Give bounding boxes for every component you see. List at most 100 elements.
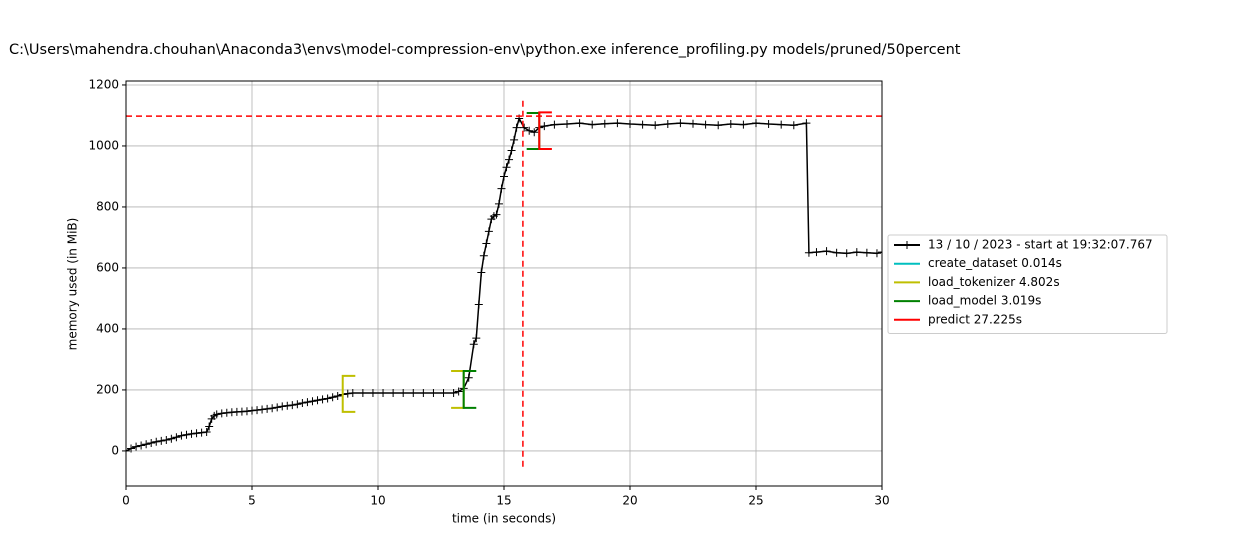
memory-marker — [500, 172, 508, 181]
memory-marker — [852, 248, 861, 257]
memory-marker — [689, 119, 697, 128]
legend-label: create_dataset 0.014s — [928, 256, 1062, 270]
memory-marker — [812, 248, 821, 257]
legend-label: 13 / 10 / 2023 - start at 19:32:07.767 — [928, 238, 1153, 252]
memory-marker — [132, 442, 141, 451]
memory-marker — [832, 248, 841, 257]
x-tick-label: 30 — [874, 494, 889, 508]
x-tick-label: 0 — [122, 494, 130, 508]
function-bracket — [341, 374, 356, 413]
memory-marker — [303, 398, 312, 407]
memory-marker — [588, 120, 597, 129]
memory-marker — [822, 247, 831, 256]
memory-marker — [205, 422, 214, 431]
memory-marker — [192, 429, 201, 438]
memory-marker — [484, 227, 493, 236]
grid — [125, 81, 883, 486]
memory-marker — [472, 334, 481, 343]
legend: 13 / 10 / 2023 - start at 19:32:07.767 cr… — [887, 234, 1168, 334]
memory-marker — [126, 446, 130, 455]
memory-marker — [464, 373, 473, 382]
memory-marker — [242, 407, 251, 416]
memory-marker — [507, 146, 516, 155]
memory-marker — [389, 388, 398, 397]
x-tick-label: 25 — [748, 494, 763, 508]
memory-marker — [217, 409, 226, 418]
memory-marker — [550, 120, 559, 129]
memory-marker — [651, 121, 660, 130]
memory-marker — [197, 428, 206, 437]
memory-marker — [308, 397, 317, 406]
memory-marker — [701, 120, 710, 129]
memory-marker — [202, 428, 211, 437]
memory-marker — [752, 119, 760, 128]
memory-marker — [477, 268, 486, 277]
memory-marker — [479, 251, 488, 260]
memory-marker — [323, 394, 332, 403]
memory-marker — [714, 121, 723, 130]
memory-marker — [842, 249, 851, 258]
memory-marker — [638, 120, 647, 129]
memory-marker — [409, 388, 418, 397]
memory-marker — [142, 440, 151, 449]
memory-marker — [293, 400, 302, 409]
memory-marker — [172, 433, 181, 442]
memory-marker — [263, 404, 272, 413]
legend-marker — [903, 241, 911, 249]
y-axis-label: memory used (in MiB) — [66, 218, 80, 351]
legend-label: predict 27.225s — [928, 312, 1022, 326]
memory-marker — [530, 128, 539, 137]
legend-label: load_tokenizer 4.802s — [928, 275, 1060, 289]
memory-marker — [494, 199, 503, 208]
x-tick-label: 5 — [248, 494, 256, 508]
memory-marker — [152, 437, 161, 446]
legend-label: load_model 3.019s — [928, 294, 1041, 308]
y-tick-label: 400 — [96, 321, 119, 335]
memory-marker — [162, 435, 171, 444]
memory-marker — [187, 429, 196, 438]
memory-marker — [789, 121, 798, 130]
axes: 0 5 10 15 20 25 30 0 200 400 600 800 1000 1200 — [88, 77, 889, 507]
memory-marker — [399, 388, 408, 397]
plot-area — [126, 98, 882, 467]
memory-marker — [157, 436, 166, 445]
memory-marker — [449, 388, 458, 397]
memory-marker — [379, 388, 388, 397]
memory-marker — [626, 120, 634, 129]
memory-marker — [288, 401, 297, 410]
memory-marker — [764, 120, 773, 129]
memory-marker — [348, 388, 357, 397]
y-tick-label: 600 — [96, 260, 119, 274]
memory-marker — [563, 120, 571, 129]
memory-marker — [439, 388, 448, 397]
memory-marker — [298, 399, 307, 408]
memory-marker — [520, 123, 529, 132]
memory-marker — [510, 135, 519, 144]
memory-marker — [248, 406, 256, 415]
memory-marker — [419, 388, 428, 397]
memory-marker — [862, 248, 871, 257]
memory-marker — [318, 395, 327, 404]
memory-marker — [283, 401, 292, 410]
memory-marker — [777, 120, 786, 129]
y-tick-label: 1000 — [88, 138, 119, 152]
memory-marker — [333, 392, 342, 401]
memory-marker — [182, 430, 191, 439]
memory-marker — [127, 444, 136, 453]
memory-marker — [358, 388, 367, 397]
memory-marker — [497, 184, 506, 193]
memory-marker — [872, 249, 881, 258]
y-tick-label: 1200 — [88, 77, 119, 91]
x-axis-label: time (in seconds) — [452, 512, 556, 526]
memory-marker — [313, 396, 322, 405]
memory-marker — [482, 239, 491, 248]
memory-marker — [429, 388, 438, 397]
legend-box — [887, 234, 1168, 334]
function-bracket — [462, 370, 477, 409]
memory-marker — [525, 126, 534, 135]
memory-marker — [328, 393, 337, 402]
memory-marker — [505, 155, 514, 164]
y-tick-label: 0 — [111, 443, 119, 457]
